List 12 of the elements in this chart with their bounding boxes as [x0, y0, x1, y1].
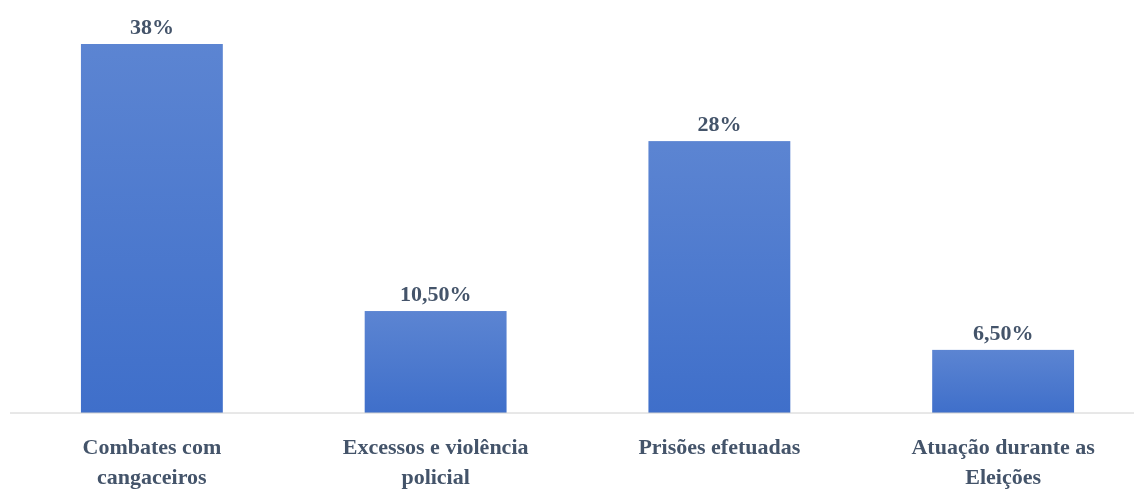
data-label: 10,50% — [399, 281, 472, 307]
bar — [80, 44, 223, 413]
bar — [364, 311, 507, 413]
data-label: 28% — [697, 111, 742, 137]
x-tick-label: Combates com cangaceiros — [82, 434, 222, 489]
x-tick-label: Prisões efetuadas — [638, 434, 801, 459]
data-label: 38% — [129, 14, 174, 39]
data-label: 6,50% — [972, 319, 1034, 345]
bar — [648, 141, 791, 413]
x-tick-label: Atuação durante as Eleições — [911, 434, 1096, 489]
bar — [932, 349, 1075, 413]
x-tick-label: Excessos e violência policial — [342, 434, 529, 489]
